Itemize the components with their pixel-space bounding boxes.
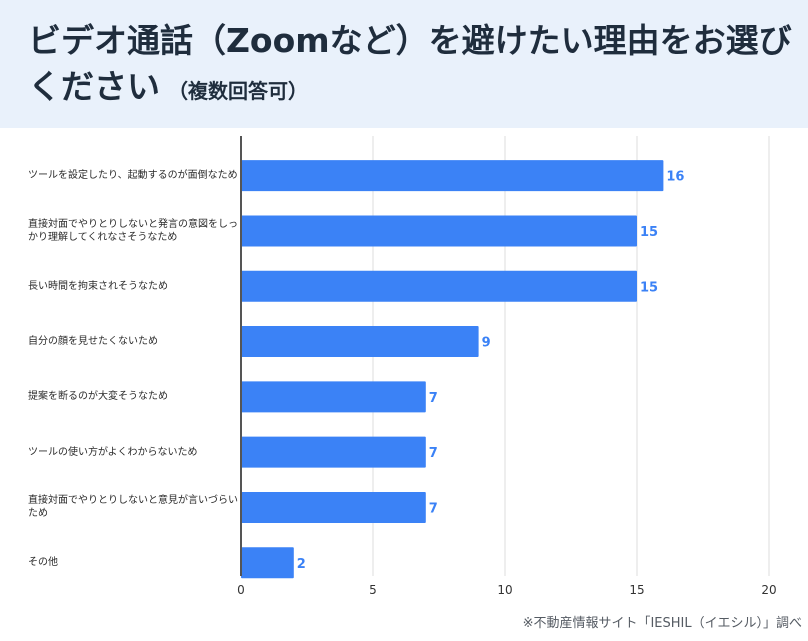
- data-label: 2: [297, 557, 306, 572]
- chart-title: ビデオ通話（Zoomなど）を避けたい理由をお選びください （複数回答可）: [28, 18, 798, 114]
- bar: [241, 160, 664, 192]
- y-category-label: ツールを設定したり、起動するのが面倒なため: [28, 170, 238, 182]
- y-category-label: 提案を断るのが大変そうなため: [28, 391, 168, 403]
- chart-title-text: ビデオ通話（Zoomなど）を避けたい理由をお選びください: [28, 21, 792, 106]
- data-label: 16: [666, 170, 684, 185]
- source-note: ※不動産情報サイト「IESHIL（イエシル）」調べ: [522, 616, 802, 631]
- y-category-label: 長い時間を拘束されそうなため: [28, 280, 168, 292]
- x-tick-label: 15: [629, 583, 644, 597]
- x-tick-label: 5: [369, 583, 377, 597]
- y-category-label: 直接対面でやりとりしないと意見が言いづらいため: [28, 495, 238, 520]
- x-tick-label: 0: [237, 583, 245, 597]
- bar: [241, 270, 637, 302]
- bar-chart: 0 5 10 15 20 16 15 15 9 7 7 7 2 ツールを設定したり、起動するのが面倒なた…: [0, 128, 808, 608]
- y-category-label: ツールの使い方がよくわからないため: [28, 446, 198, 458]
- bar: [241, 326, 479, 358]
- title-banner: ビデオ通話（Zoomなど）を避けたい理由をお選びください （複数回答可）: [0, 0, 808, 128]
- x-tick-label: 10: [497, 583, 512, 597]
- bar: [241, 436, 426, 468]
- data-label: 9: [482, 336, 491, 351]
- y-category-label: その他: [28, 557, 58, 569]
- bar: [241, 215, 637, 247]
- y-category-label: 直接対面でやりとりしないと発言の意図をしっかり理解してくれなさそうなため: [28, 218, 238, 243]
- bar: [241, 547, 294, 579]
- data-label: 15: [640, 280, 658, 295]
- data-label: 7: [429, 391, 438, 406]
- y-category-label: 自分の顔を見せたくないため: [28, 336, 158, 348]
- data-label: 7: [429, 501, 438, 516]
- x-tick-label: 20: [761, 583, 776, 597]
- data-label: 15: [640, 225, 658, 240]
- data-label: 7: [429, 446, 438, 461]
- bar: [241, 491, 426, 523]
- bar: [241, 381, 426, 413]
- chart-subtitle: （複数回答可）: [168, 79, 308, 103]
- chart-svg: 0 5 10 15 20 16 15 15 9 7 7 7 2: [237, 136, 777, 597]
